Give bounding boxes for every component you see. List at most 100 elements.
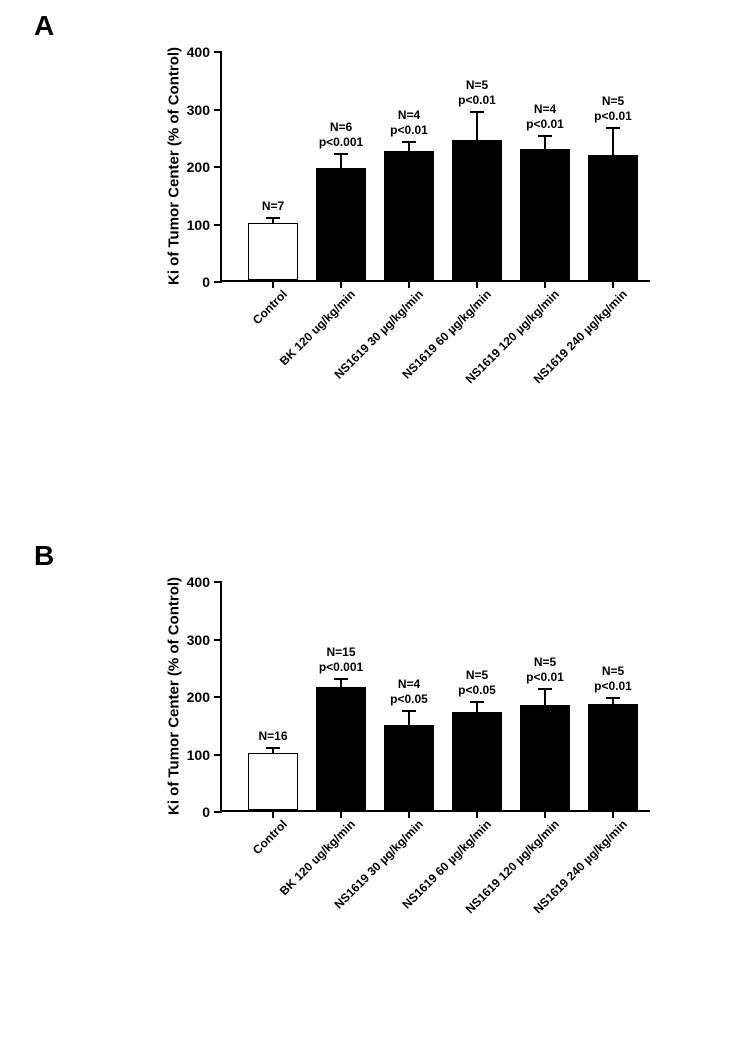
bar-treatment [452,140,502,280]
error-bar [408,711,410,726]
error-bar [476,702,478,712]
annotation-n: N=5 [594,94,632,109]
bar-annotation: N=5p<0.01 [594,664,632,694]
error-bar [408,142,410,151]
error-bar [544,136,546,149]
bar-treatment [316,687,366,810]
y-tick [214,811,222,813]
annotation-n: N=5 [458,668,496,683]
error-cap [606,127,620,129]
bar-annotation: N=4p<0.05 [390,677,428,707]
error-cap [334,678,348,680]
y-tick [214,754,222,756]
annotation-n: N=4 [526,102,564,117]
y-tick-label: 0 [202,274,210,290]
bar-annotation: N=5p<0.05 [458,668,496,698]
annotation-n: N=5 [594,664,632,679]
error-bar [612,128,614,156]
error-cap [402,710,416,712]
plot-area: 0100200300400Ki of Tumor Center (% of Co… [220,582,650,812]
y-tick [214,224,222,226]
error-cap [606,697,620,699]
y-tick-label: 100 [187,217,210,233]
x-tick [476,280,478,288]
bar-control [248,753,298,811]
annotation-p: p<0.01 [458,93,496,108]
y-tick-label: 400 [187,574,210,590]
annotation-p: p<0.05 [390,692,428,707]
annotation-p: p<0.001 [319,660,363,675]
annotation-n: N=5 [526,655,564,670]
bar-annotation: N=4p<0.01 [390,108,428,138]
annotation-p: p<0.01 [390,123,428,138]
annotation-n: N=15 [319,645,363,660]
error-cap [266,747,280,749]
x-tick [272,810,274,818]
bar-treatment [520,149,570,280]
y-tick-label: 200 [187,159,210,175]
plot-area: 0100200300400Ki of Tumor Center (% of Co… [220,52,650,282]
annotation-p: p<0.05 [458,683,496,698]
error-cap [402,141,416,143]
y-tick-label: 100 [187,747,210,763]
x-tick-label: Control [250,287,290,327]
bar-treatment [452,712,502,810]
bar-annotation: N=7 [262,199,284,214]
x-tick [544,810,546,818]
annotation-n: N=6 [319,120,363,135]
y-tick-label: 300 [187,632,210,648]
y-axis-title: Ki of Tumor Center (% of Control) [166,47,183,285]
y-tick [214,51,222,53]
x-tick [272,280,274,288]
error-cap [470,701,484,703]
x-tick [544,280,546,288]
bar-treatment [316,168,366,280]
bar-annotation: N=4p<0.01 [526,102,564,132]
y-axis-title: Ki of Tumor Center (% of Control) [166,577,183,815]
y-tick [214,581,222,583]
x-tick [476,810,478,818]
y-tick-label: 200 [187,689,210,705]
y-tick-label: 300 [187,102,210,118]
annotation-p: p<0.001 [319,135,363,150]
bar-annotation: N=15p<0.001 [319,645,363,675]
error-bar [476,112,478,141]
y-tick-label: 0 [202,804,210,820]
annotation-n: N=4 [390,108,428,123]
error-cap [334,153,348,155]
bar-treatment [520,705,570,810]
annotation-p: p<0.01 [526,117,564,132]
bar-annotation: N=5p<0.01 [526,655,564,685]
error-bar [340,154,342,168]
bar-treatment [588,704,638,810]
error-cap [266,217,280,219]
x-tick [612,280,614,288]
bar-treatment [384,151,434,280]
x-tick-label: Control [250,817,290,857]
error-cap [538,688,552,690]
y-tick [214,639,222,641]
y-tick [214,696,222,698]
y-tick-label: 400 [187,44,210,60]
x-tick [408,810,410,818]
y-tick [214,166,222,168]
annotation-n: N=5 [458,78,496,93]
x-tick [340,810,342,818]
x-tick [612,810,614,818]
annotation-n: N=4 [390,677,428,692]
bar-treatment [384,725,434,810]
bar-control [248,223,298,281]
panel-label-b: B [34,540,54,572]
x-tick [340,280,342,288]
bar-treatment [588,155,638,280]
error-cap [470,111,484,113]
y-tick [214,109,222,111]
annotation-p: p<0.01 [594,109,632,124]
annotation-p: p<0.01 [526,670,564,685]
panel-label-a: A [34,10,54,42]
error-bar [340,679,342,687]
bar-annotation: N=5p<0.01 [594,94,632,124]
bar-annotation: N=6p<0.001 [319,120,363,150]
error-bar [544,689,546,705]
bar-annotation: N=5p<0.01 [458,78,496,108]
